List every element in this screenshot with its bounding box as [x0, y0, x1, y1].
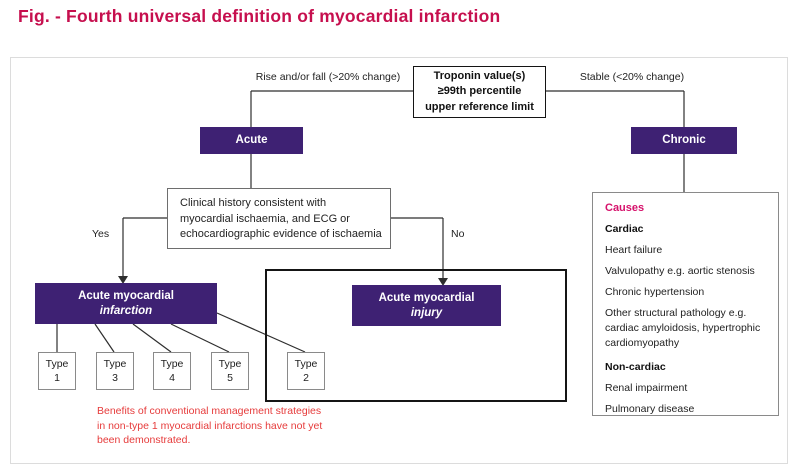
no-label: No: [451, 228, 465, 240]
type-3-num: 3: [112, 372, 118, 384]
acute-box: Acute: [200, 127, 303, 154]
type-2-box: Type 2: [287, 352, 325, 390]
clinical-line2: myocardial ischaemia, and ECG or: [180, 212, 350, 225]
note-line2: in non-type 1 myocardial infarctions hav…: [97, 419, 323, 432]
type-2-num: 2: [303, 372, 309, 384]
type-4-word: Type: [160, 358, 184, 370]
rise-fall-branch-label: Rise and/or fall (>20% change): [255, 71, 401, 83]
cardiac-item: Chronic hypertension: [605, 286, 705, 298]
clinical-criteria-box: Clinical history consistent with myocard…: [167, 188, 391, 249]
type-3-word: Type: [103, 358, 127, 370]
injury-box: Acute myocardial injury: [352, 285, 501, 326]
note-line1: Benefits of conventional management stra…: [97, 405, 322, 417]
type-4-num: 4: [169, 372, 175, 384]
management-note: Benefits of conventional management stra…: [97, 404, 322, 448]
type-1-num: 1: [54, 372, 60, 384]
injury-group-outline: [265, 269, 567, 402]
noncardiac-header: Non-cardiac: [605, 361, 666, 373]
noncardiac-item: Renal impairment: [605, 382, 688, 394]
type-5-word: Type: [218, 358, 242, 370]
infarction-box: Acute myocardial infarction: [35, 283, 217, 324]
causes-title: Causes: [605, 202, 645, 214]
cardiac-header: Cardiac: [605, 223, 644, 235]
chronic-box: Chronic: [631, 127, 737, 154]
type-2-word: Type: [294, 358, 318, 370]
causes-panel: Causes Cardiac Heart failure Valvulopath…: [592, 192, 779, 416]
cardiac-item: Heart failure: [605, 244, 663, 256]
infarction-line1: Acute myocardial: [78, 289, 174, 302]
troponin-line3: upper reference limit: [425, 100, 534, 113]
type-1-word: Type: [45, 358, 69, 370]
infarction-line2: infarction: [99, 304, 153, 317]
cardiac-item: Valvulopathy e.g. aortic stenosis: [605, 265, 755, 277]
type-4-box: Type 4: [153, 352, 191, 390]
injury-line2: injury: [410, 306, 443, 319]
type-1-box: Type 1: [38, 352, 76, 390]
type-3-box: Type 3: [96, 352, 134, 390]
troponin-line2: ≥99th percentile: [437, 85, 522, 98]
injury-line1: Acute myocardial: [378, 291, 475, 304]
type-5-num: 5: [227, 372, 233, 384]
type-5-box: Type 5: [211, 352, 249, 390]
stable-branch-label: Stable (<20% change): [579, 71, 685, 83]
cardiac-item: Other structural pathology e.g. cardiac …: [605, 307, 761, 349]
yes-label: Yes: [92, 228, 110, 240]
figure-title: Fig. - Fourth universal definition of my…: [18, 6, 501, 26]
clinical-line1: Clinical history consistent with: [180, 197, 327, 209]
troponin-box: Troponin value(s) ≥99th percentile upper…: [413, 66, 546, 118]
note-line3: been demonstrated.: [97, 434, 191, 446]
clinical-line3: echocardiographic evidence of ischaemia: [180, 228, 382, 240]
noncardiac-item: Pulmonary disease: [605, 403, 695, 415]
troponin-line1: Troponin value(s): [433, 69, 526, 82]
